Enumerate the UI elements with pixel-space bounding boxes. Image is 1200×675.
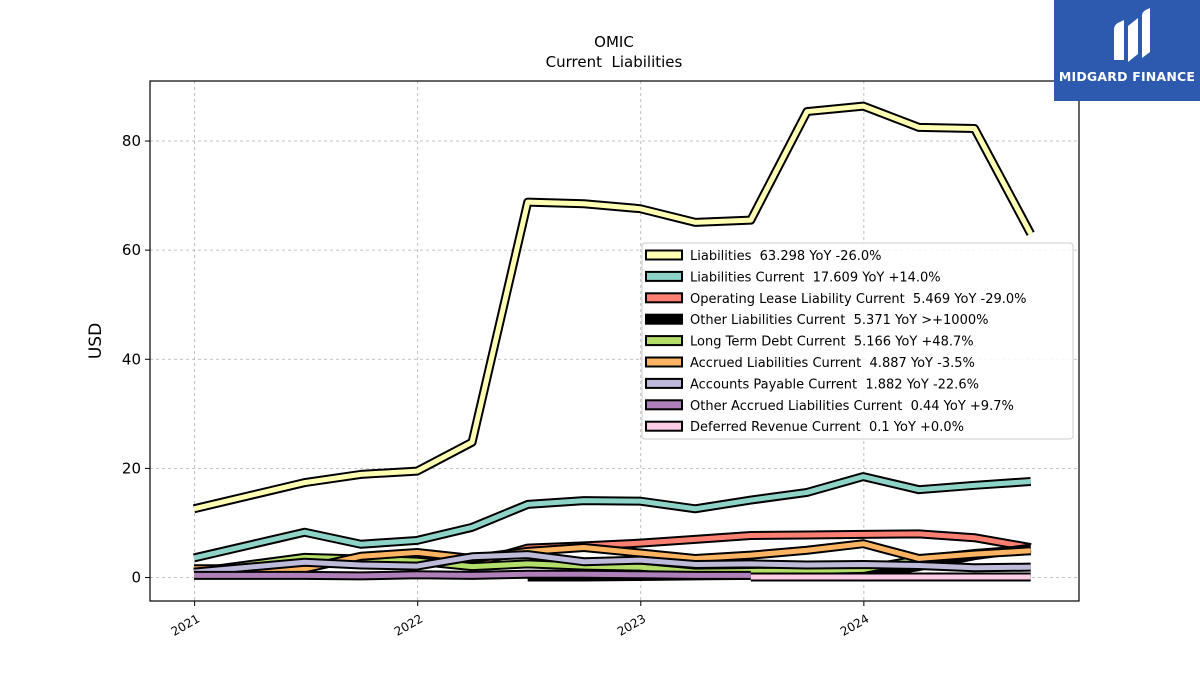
- legend-label: Other Accrued Liabilities Current 0.44 Y…: [690, 399, 1014, 414]
- legend-swatch: [645, 335, 683, 347]
- brand-logo: MIDGARD FINANCE: [1054, 0, 1200, 101]
- series-line-liabilities-current: [193, 474, 1031, 561]
- series-line-accrued-liabilities-current: [194, 541, 1031, 572]
- legend-label: Accounts Payable Current 1.882 YoY -22.6…: [690, 377, 979, 392]
- y-tick-label: 20: [122, 459, 141, 477]
- legend-label: Other Liabilities Current 5.371 YoY >+10…: [690, 313, 988, 328]
- series-line-other-accrued-liabilities-current: [194, 571, 751, 579]
- x-axis: 2021 2022 2023 2024: [169, 601, 871, 639]
- plot-frame: [149, 80, 1080, 602]
- legend-swatch: [645, 377, 683, 389]
- y-tick-label: 60: [122, 241, 141, 259]
- legend-swatch: [645, 270, 683, 282]
- x-tick-label: 2021: [169, 611, 202, 638]
- legend-label: Deferred Revenue Current 0.1 YoY +0.0%: [690, 420, 964, 435]
- legend-label: Liabilities Current 17.609 YoY +14.0%: [690, 270, 941, 285]
- legend-swatch: [645, 356, 683, 368]
- x-tick-label: 2023: [615, 611, 648, 638]
- legend-swatch: [645, 399, 683, 411]
- y-tick-label: 80: [122, 132, 141, 150]
- legend-swatch: [645, 249, 683, 261]
- legend-label: Accrued Liabilities Current 4.887 YoY -3…: [690, 356, 975, 371]
- legend-swatch: [645, 292, 683, 304]
- legend-label: Long Term Debt Current 5.166 YoY +48.7%: [690, 335, 974, 350]
- y-axis-label: USD: [86, 323, 106, 359]
- legend-swatch: [645, 420, 683, 432]
- chart-title: OMIC: [594, 33, 634, 51]
- x-tick-label: 2024: [838, 611, 871, 638]
- legend-swatch: [645, 313, 683, 325]
- brand-mark-icon: [1114, 8, 1150, 62]
- y-tick-label: 0: [131, 569, 141, 587]
- series-line-liabilities: [193, 103, 1033, 512]
- legend-label: Liabilities 63.298 YoY -26.0%: [690, 249, 882, 264]
- series-layer: [192, 101, 1035, 582]
- legend: Liabilities 63.298 YoY -26.0% Liabilities…: [641, 242, 1074, 440]
- x-tick-label: 2022: [392, 611, 425, 638]
- brand-name: MIDGARD FINANCE: [1058, 69, 1196, 84]
- chart-subtitle: Current Liabilities: [546, 53, 683, 71]
- legend-frame: [641, 242, 1074, 440]
- legend-label: Operating Lease Liability Current 5.469 …: [690, 292, 1027, 307]
- series-line-accounts-payable-current: [193, 552, 1031, 575]
- y-tick-label: 40: [122, 350, 141, 368]
- y-axis: 0 20 40 60 80: [122, 132, 150, 587]
